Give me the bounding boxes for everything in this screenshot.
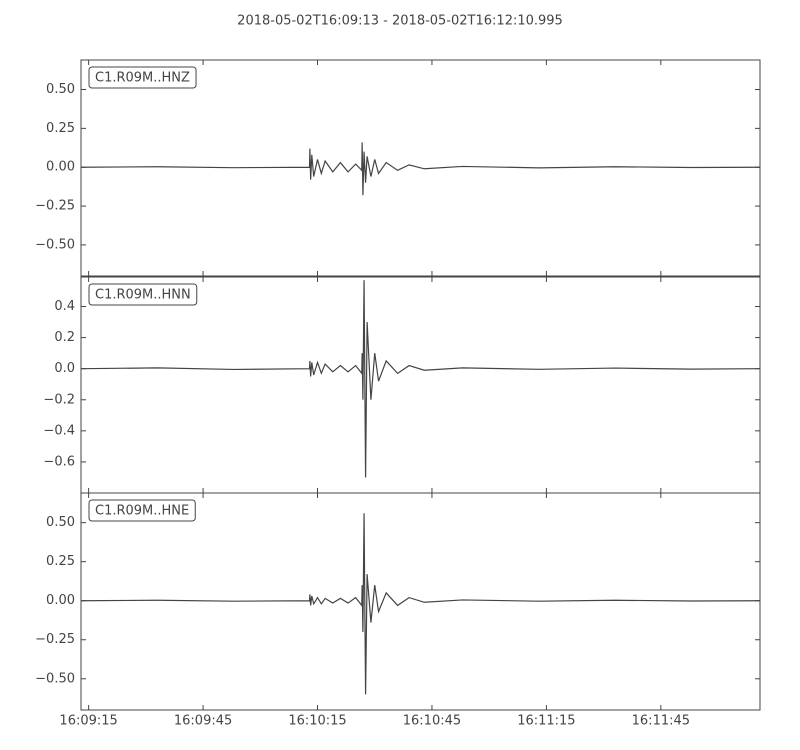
panel-frame [80, 59, 761, 277]
y-tick-label: 0.00 [46, 160, 75, 175]
x-tick-label: 16:10:45 [403, 714, 461, 729]
chart-title: 2018-05-02T16:09:13 - 2018-05-02T16:12:1… [237, 14, 563, 29]
x-tick-label: 16:09:15 [59, 714, 117, 729]
label-box [88, 283, 198, 306]
y-tick-label: 0.50 [46, 515, 75, 530]
y-tick-label: −0.50 [35, 671, 75, 686]
x-tick-label: 16:11:15 [517, 714, 575, 729]
x-tick-label: 16:10:15 [288, 714, 346, 729]
waveform [80, 142, 761, 196]
y-tick-label: 0.50 [46, 82, 75, 97]
y-tick-label: −0.2 [43, 392, 75, 407]
label-box [88, 66, 197, 89]
y-tick-label: 0.2 [54, 330, 75, 345]
y-tick-label: 0.4 [54, 299, 75, 314]
label-box [88, 499, 196, 522]
y-tick-label: −0.6 [43, 454, 75, 469]
waveform [80, 513, 761, 695]
y-tick-label: 0.0 [54, 361, 75, 376]
panel-label: C1.R09M..HNN [95, 288, 191, 303]
x-tick-label: 16:09:45 [174, 714, 232, 729]
panel-label: C1.R09M..HNZ [95, 71, 190, 86]
y-tick-label: −0.25 [35, 199, 75, 214]
panel-frame [80, 492, 761, 711]
panel-label: C1.R09M..HNE [95, 504, 189, 519]
y-tick-label: 0.00 [46, 593, 75, 608]
y-tick-label: 0.25 [46, 121, 75, 136]
y-tick-label: 0.25 [46, 554, 75, 569]
x-tick-label: 16:11:45 [632, 714, 690, 729]
waveform [80, 280, 761, 478]
y-tick-label: −0.4 [43, 423, 75, 438]
y-tick-label: −0.25 [35, 632, 75, 647]
y-tick-label: −0.50 [35, 237, 75, 252]
